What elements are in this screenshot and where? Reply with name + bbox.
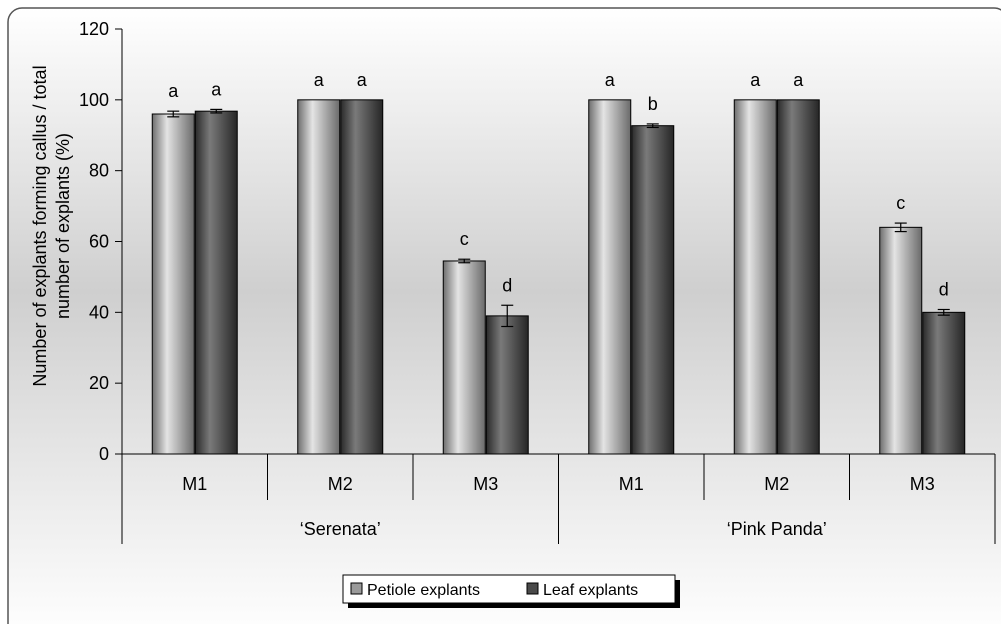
x-group-label: ‘Serenata’: [300, 519, 381, 539]
leaf-bar: [340, 99, 384, 455]
legend-box: [342, 574, 676, 604]
x-axis: M1 M2 M3 ‘Serenata’ M1 M2 M3 ‘Pink Panda’: [121, 453, 996, 544]
y-axis-label: Number of explants forming callus / tota…: [30, 65, 73, 386]
significance-letter: a: [168, 81, 179, 101]
significance-letter: a: [793, 70, 804, 90]
petiole-bar: [733, 99, 777, 455]
significance-letter: d: [939, 280, 949, 300]
y-tick-label: 0: [99, 444, 109, 464]
legend-swatch-leaf: [526, 582, 539, 595]
legend: Petiole explants Leaf explants: [342, 574, 680, 608]
leaf-bar: [194, 110, 238, 455]
leaf-bar: [776, 99, 820, 455]
y-tick-label: 20: [89, 373, 109, 393]
y-tick-label: 60: [89, 232, 109, 252]
petiole-bar: [879, 226, 923, 455]
x-category-label: M2: [328, 474, 353, 494]
significance-letter: c: [896, 193, 905, 213]
legend-swatch-petiole: [350, 582, 363, 595]
y-axis-label-line-1: Number of explants forming callus / tota…: [30, 65, 50, 386]
legend-label-petiole: Petiole explants: [367, 582, 480, 599]
y-tick-label: 120: [79, 19, 109, 39]
y-tick-label: 80: [89, 161, 109, 181]
bars-layer: a a a a c d a b a a c d: [151, 70, 966, 455]
x-group-label: ‘Pink Panda’: [727, 519, 827, 539]
x-category-label: M1: [619, 474, 644, 494]
y-tick-label: 40: [89, 302, 109, 322]
significance-letter: b: [648, 94, 658, 114]
significance-letter: c: [460, 229, 469, 249]
petiole-bar: [588, 99, 632, 455]
legend-label-leaf: Leaf explants: [543, 582, 638, 599]
y-axis: 0 20 40 60 80 100 120: [79, 19, 123, 464]
y-tick-label: 100: [79, 90, 109, 110]
x-category-label: M3: [473, 474, 498, 494]
significance-letter: a: [357, 70, 368, 90]
leaf-bar: [631, 125, 675, 455]
x-category-label: M1: [182, 474, 207, 494]
petiole-bar: [442, 260, 486, 455]
significance-letter: d: [502, 275, 512, 295]
leaf-bar: [485, 315, 529, 455]
significance-letter: a: [605, 70, 616, 90]
leaf-bar: [922, 311, 966, 455]
y-axis-label-line-2: number of explants (%): [53, 133, 73, 319]
petiole-bar: [151, 113, 195, 455]
significance-letter: a: [750, 70, 761, 90]
significance-letter: a: [314, 70, 325, 90]
x-category-label: M3: [910, 474, 935, 494]
x-category-label: M2: [764, 474, 789, 494]
petiole-bar: [297, 99, 341, 455]
significance-letter: a: [211, 79, 222, 99]
